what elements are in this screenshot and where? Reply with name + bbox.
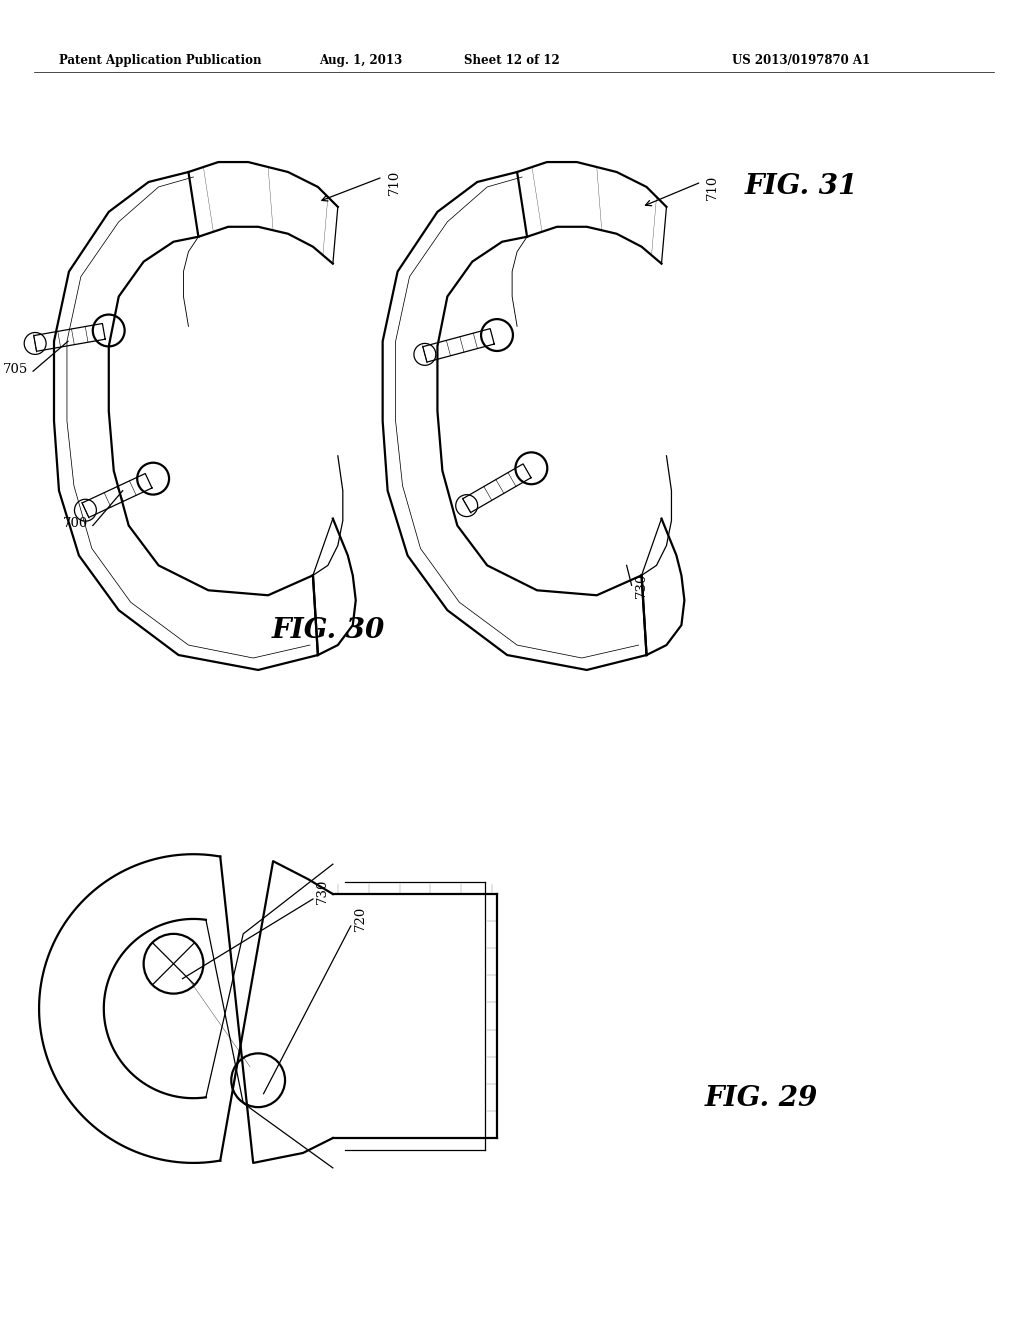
Text: 730: 730 bbox=[316, 879, 329, 904]
Text: 710: 710 bbox=[707, 174, 719, 199]
Text: FIG. 29: FIG. 29 bbox=[705, 1085, 818, 1111]
Text: FIG. 30: FIG. 30 bbox=[271, 616, 384, 644]
Text: 710: 710 bbox=[388, 169, 400, 194]
Text: 730: 730 bbox=[635, 573, 647, 598]
Text: 700: 700 bbox=[62, 517, 88, 531]
Text: Sheet 12 of 12: Sheet 12 of 12 bbox=[464, 54, 560, 67]
Text: 705: 705 bbox=[3, 363, 28, 376]
Text: Aug. 1, 2013: Aug. 1, 2013 bbox=[319, 54, 402, 67]
Text: US 2013/0197870 A1: US 2013/0197870 A1 bbox=[732, 54, 870, 67]
Text: FIG. 31: FIG. 31 bbox=[744, 173, 857, 201]
Text: Patent Application Publication: Patent Application Publication bbox=[59, 54, 261, 67]
Text: 720: 720 bbox=[353, 906, 367, 931]
